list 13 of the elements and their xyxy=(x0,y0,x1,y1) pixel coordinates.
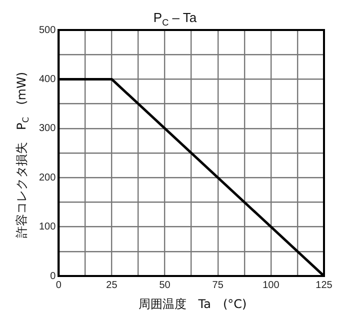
y-tick-label: 200 xyxy=(38,172,56,184)
y-tick-label: 500 xyxy=(38,24,56,36)
x-tick-label: 100 xyxy=(262,280,280,291)
x-tick-label: 50 xyxy=(159,280,171,291)
x-axis-title: 周囲温度 Ta (°C) xyxy=(137,296,248,313)
y-tick-label: 400 xyxy=(38,74,56,85)
y-tick-label: 0 xyxy=(50,270,56,282)
x-tick-label: 25 xyxy=(106,280,118,291)
chart-title: P$_{C}$ – Ta xyxy=(153,10,197,28)
y-tick-label: 300 xyxy=(38,123,56,134)
y-tick-label: 100 xyxy=(38,222,56,233)
x-tick-label: 125 xyxy=(316,280,333,291)
x-tick-label: 75 xyxy=(212,280,224,291)
